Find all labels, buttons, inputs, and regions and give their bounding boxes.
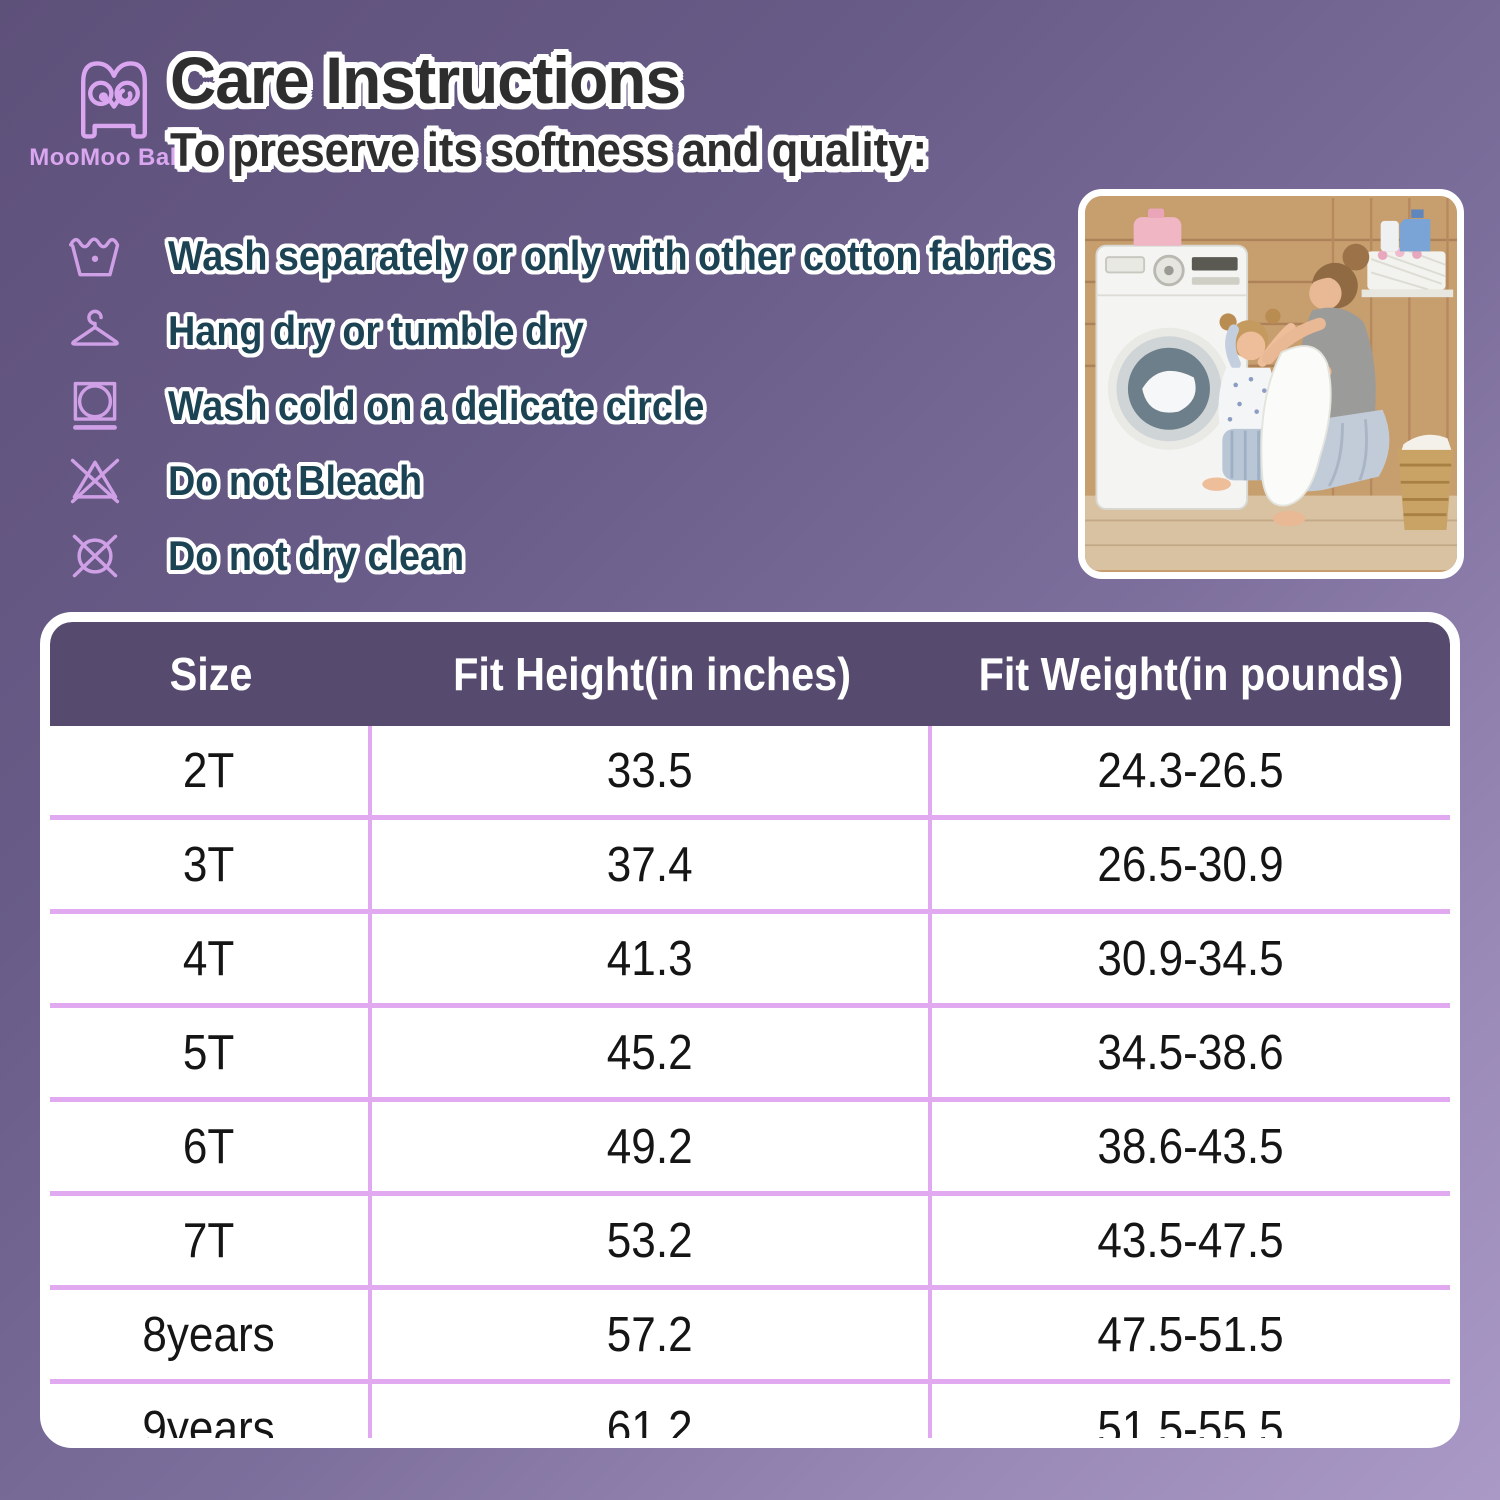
- cell-height: 33.5: [372, 726, 932, 815]
- cell-size: 9years: [50, 1384, 372, 1438]
- table-header-row: Size Fit Height(in inches) Fit Weight(in…: [50, 622, 1450, 726]
- cell-height: 53.2: [372, 1196, 932, 1285]
- laundry-photo-illustration: [1085, 198, 1457, 570]
- cell-height: 41.3: [372, 914, 932, 1003]
- brand-logo: MooMoo Baby: [24, 52, 204, 172]
- cell-weight: 34.5-38.6: [1097, 1025, 1285, 1080]
- page-title: Care Instructions: [170, 43, 681, 117]
- cell-size: 6T: [50, 1102, 372, 1191]
- table-row-5t: 5T 45.2 34.5-38.6: [50, 1003, 1450, 1097]
- care-item-no-bleach: Do not Bleach: [62, 443, 1072, 518]
- care-instruction-list: Wash separately or only with other cotto…: [62, 218, 1072, 593]
- care-item-hang-dry: Hang dry or tumble dry: [62, 293, 1072, 368]
- cell-size: 4T: [50, 914, 372, 1003]
- column-header-fit-weight: Fit Weight(in pounds): [978, 648, 1404, 700]
- cell-size: 5T: [50, 1008, 372, 1097]
- cell-size: 3T: [50, 820, 372, 909]
- table-row-8years: 8years 57.2 47.5-51.5: [50, 1285, 1450, 1379]
- care-text: Hang dry or tumble dry: [168, 306, 584, 354]
- cell-weight: 30.9-34.5: [1097, 931, 1285, 986]
- cell-weight: 24.3-26.5: [1097, 743, 1285, 798]
- care-text: Wash cold on a delicate circle: [168, 381, 705, 429]
- cell-height: 57.2: [372, 1290, 932, 1379]
- owl-logo-icon: [81, 61, 147, 139]
- table-row-6t: 6T 49.2 38.6-43.5: [50, 1097, 1450, 1191]
- care-item-no-dry-clean: Do not dry clean: [62, 518, 1072, 593]
- column-header-size: Size: [169, 648, 253, 700]
- care-item-wash-separately: Wash separately or only with other cotto…: [62, 218, 1072, 293]
- care-text: Wash separately or only with other cotto…: [168, 231, 1053, 279]
- cell-weight: 51.5-55.5: [1097, 1401, 1285, 1448]
- care-text: Do not dry clean: [168, 531, 465, 579]
- table-row-3t: 3T 37.4 26.5-30.9: [50, 815, 1450, 909]
- table-row-9years: 9years 61.2 51.5-55.5: [50, 1379, 1450, 1448]
- table-row-4t: 4T 41.3 30.9-34.5: [50, 909, 1450, 1003]
- cell-height: 61.2: [372, 1384, 932, 1438]
- laundry-photo: [1078, 189, 1464, 579]
- hanger-icon: [62, 303, 128, 359]
- cell-size: 2T: [50, 726, 372, 815]
- cell-weight: 38.6-43.5: [1097, 1119, 1285, 1174]
- care-text: Do not Bleach: [168, 456, 423, 504]
- do-not-dry-clean-icon: [62, 528, 128, 584]
- brand-name: MooMoo Baby: [29, 144, 199, 171]
- table-row-2t: 2T 33.5 24.3-26.5: [50, 726, 1450, 815]
- care-item-wash-cold: Wash cold on a delicate circle: [62, 368, 1072, 443]
- cell-height: 37.4: [372, 820, 932, 909]
- size-chart-table: Size Fit Height(in inches) Fit Weight(in…: [40, 612, 1460, 1448]
- cell-size: 8years: [50, 1290, 372, 1379]
- cell-weight: 47.5-51.5: [1097, 1307, 1285, 1362]
- cell-weight: 26.5-30.9: [1097, 837, 1285, 892]
- cell-size: 7T: [50, 1196, 372, 1285]
- delicate-cycle-icon: [62, 378, 128, 434]
- page-subtitle: To preserve its softness and quality:: [170, 123, 928, 176]
- wash-basin-icon: [62, 228, 128, 284]
- cell-weight: 43.5-47.5: [1097, 1213, 1285, 1268]
- table-row-7t: 7T 53.2 43.5-47.5: [50, 1191, 1450, 1285]
- cell-height: 49.2: [372, 1102, 932, 1191]
- cell-height: 45.2: [372, 1008, 932, 1097]
- do-not-bleach-icon: [62, 453, 128, 509]
- column-header-fit-height: Fit Height(in inches): [453, 648, 851, 700]
- table-body: 2T 33.5 24.3-26.5 3T 37.4 26.5-30.9 4T 4…: [50, 726, 1450, 1448]
